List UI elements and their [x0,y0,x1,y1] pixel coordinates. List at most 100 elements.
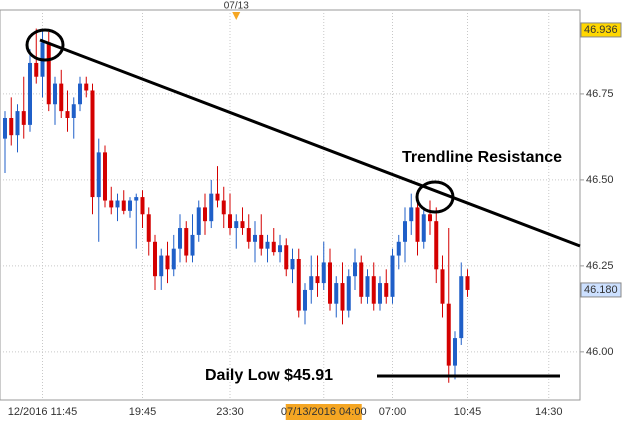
candle-body [434,221,439,270]
candle-body [340,283,345,311]
candle-body [265,241,270,249]
x-tick-label: 19:45 [129,406,157,418]
candle-body [284,245,289,270]
candle-body [465,276,470,290]
candle-body [178,228,182,249]
candle-body [140,197,145,215]
candle-body [396,241,401,256]
candle-body [78,83,82,105]
candle-body [71,104,76,118]
candle-body [184,228,189,256]
candle-body [3,117,7,139]
circle-touch [415,180,455,214]
candle-body [134,197,139,201]
candle-body [34,62,39,77]
candle-body [353,262,357,277]
candle-body [321,262,326,284]
y-tick-label: 46.50 [586,174,614,186]
candle-body [346,276,351,311]
candle-body [390,255,395,297]
top-marker [232,12,241,20]
candle-body [15,111,20,136]
candle-body [246,228,251,242]
candle-body [53,83,57,105]
candle-body [384,283,389,297]
candle-body [115,200,120,208]
candle-body [303,289,307,311]
candle-body [165,255,170,270]
daily-low-annotation: Daily Low $45.91 [205,367,333,384]
candle-body [403,221,407,242]
candle-body [196,207,201,235]
y-tick-label: 46.25 [586,260,614,272]
candle-body [221,200,226,215]
y-tick-label: 46.00 [586,346,614,358]
trendline [39,38,581,248]
candle-body [209,193,214,222]
plot-frame [0,9,581,401]
candle-body [409,207,414,222]
x-highlight [285,404,362,420]
candle-body [296,258,301,311]
candle-body [271,241,276,253]
candle-body [378,283,382,304]
x-tick-label: 07:00 [379,406,407,418]
candle-body [153,241,157,277]
top-label: 07/13 [224,1,249,12]
price-marker-label: 46.180 [584,284,618,296]
candle-body [128,200,132,211]
candle-body [46,42,51,105]
price-marker-box [580,22,622,38]
candle-body [109,200,114,208]
candle-body [459,276,464,339]
candle-body [428,214,432,222]
price-marker-box [580,282,622,298]
circle-high [25,28,65,62]
candle-body [90,90,95,198]
x-tick-label: 14:30 [535,406,563,418]
candle-body [59,83,64,112]
x-tick-label: 07/13/2016 04:00 [281,406,367,418]
candle-body [121,200,126,211]
candle-body [96,152,101,198]
candle-body [290,258,295,270]
candle-body [215,193,220,201]
candle-body [453,338,457,366]
candle-body [328,262,332,304]
x-tick-label: 23:30 [216,406,244,418]
candle-body [84,83,89,91]
candle-body [446,303,451,366]
candle-body [21,111,26,125]
candle-body [315,276,320,284]
candle-body [146,214,151,242]
candle-body [103,152,107,201]
candle-body [65,111,70,118]
candle-body [190,234,195,256]
candle-body [253,234,257,242]
candle-body [309,276,314,290]
candle-body [171,248,176,270]
x-tick-label: 12/2016 11:45 [8,406,78,418]
candle-body [365,276,370,297]
candle-body [359,262,364,297]
candle-body [278,245,282,253]
trendline-annotation: Trendline Resistance [402,149,562,166]
candle-body [371,276,376,304]
candle-body [28,62,32,125]
candle-body [228,214,232,229]
candle-body [440,269,445,304]
candle-body [240,221,245,229]
x-tick-label: 10:45 [454,406,482,418]
candle-body [415,207,420,242]
candle-body [159,255,164,277]
candle-body [203,207,207,222]
candle-body [334,283,339,304]
candle-body [9,117,14,136]
y-tick-label: 46.75 [586,88,614,100]
price-marker-label: 46.936 [584,24,618,36]
candle-body [259,234,264,249]
candle-body [234,221,239,229]
